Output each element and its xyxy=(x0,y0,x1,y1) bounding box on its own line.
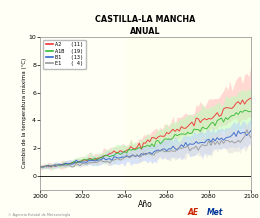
Text: © Agencia Estatal de Meteorología: © Agencia Estatal de Meteorología xyxy=(8,213,70,217)
Text: AE: AE xyxy=(187,208,198,217)
Title: CASTILLA-LA MANCHA
ANUAL: CASTILLA-LA MANCHA ANUAL xyxy=(95,15,196,36)
Text: Met: Met xyxy=(207,208,223,217)
Y-axis label: Cambio de la temperatura máxima (°C): Cambio de la temperatura máxima (°C) xyxy=(22,58,27,169)
X-axis label: Año: Año xyxy=(138,200,153,209)
Bar xyxy=(125,37,251,190)
Legend: A2   (11), A1B  (19), B1   (13), E1   ( 4): A2 (11), A1B (19), B1 (13), E1 ( 4) xyxy=(43,40,86,69)
